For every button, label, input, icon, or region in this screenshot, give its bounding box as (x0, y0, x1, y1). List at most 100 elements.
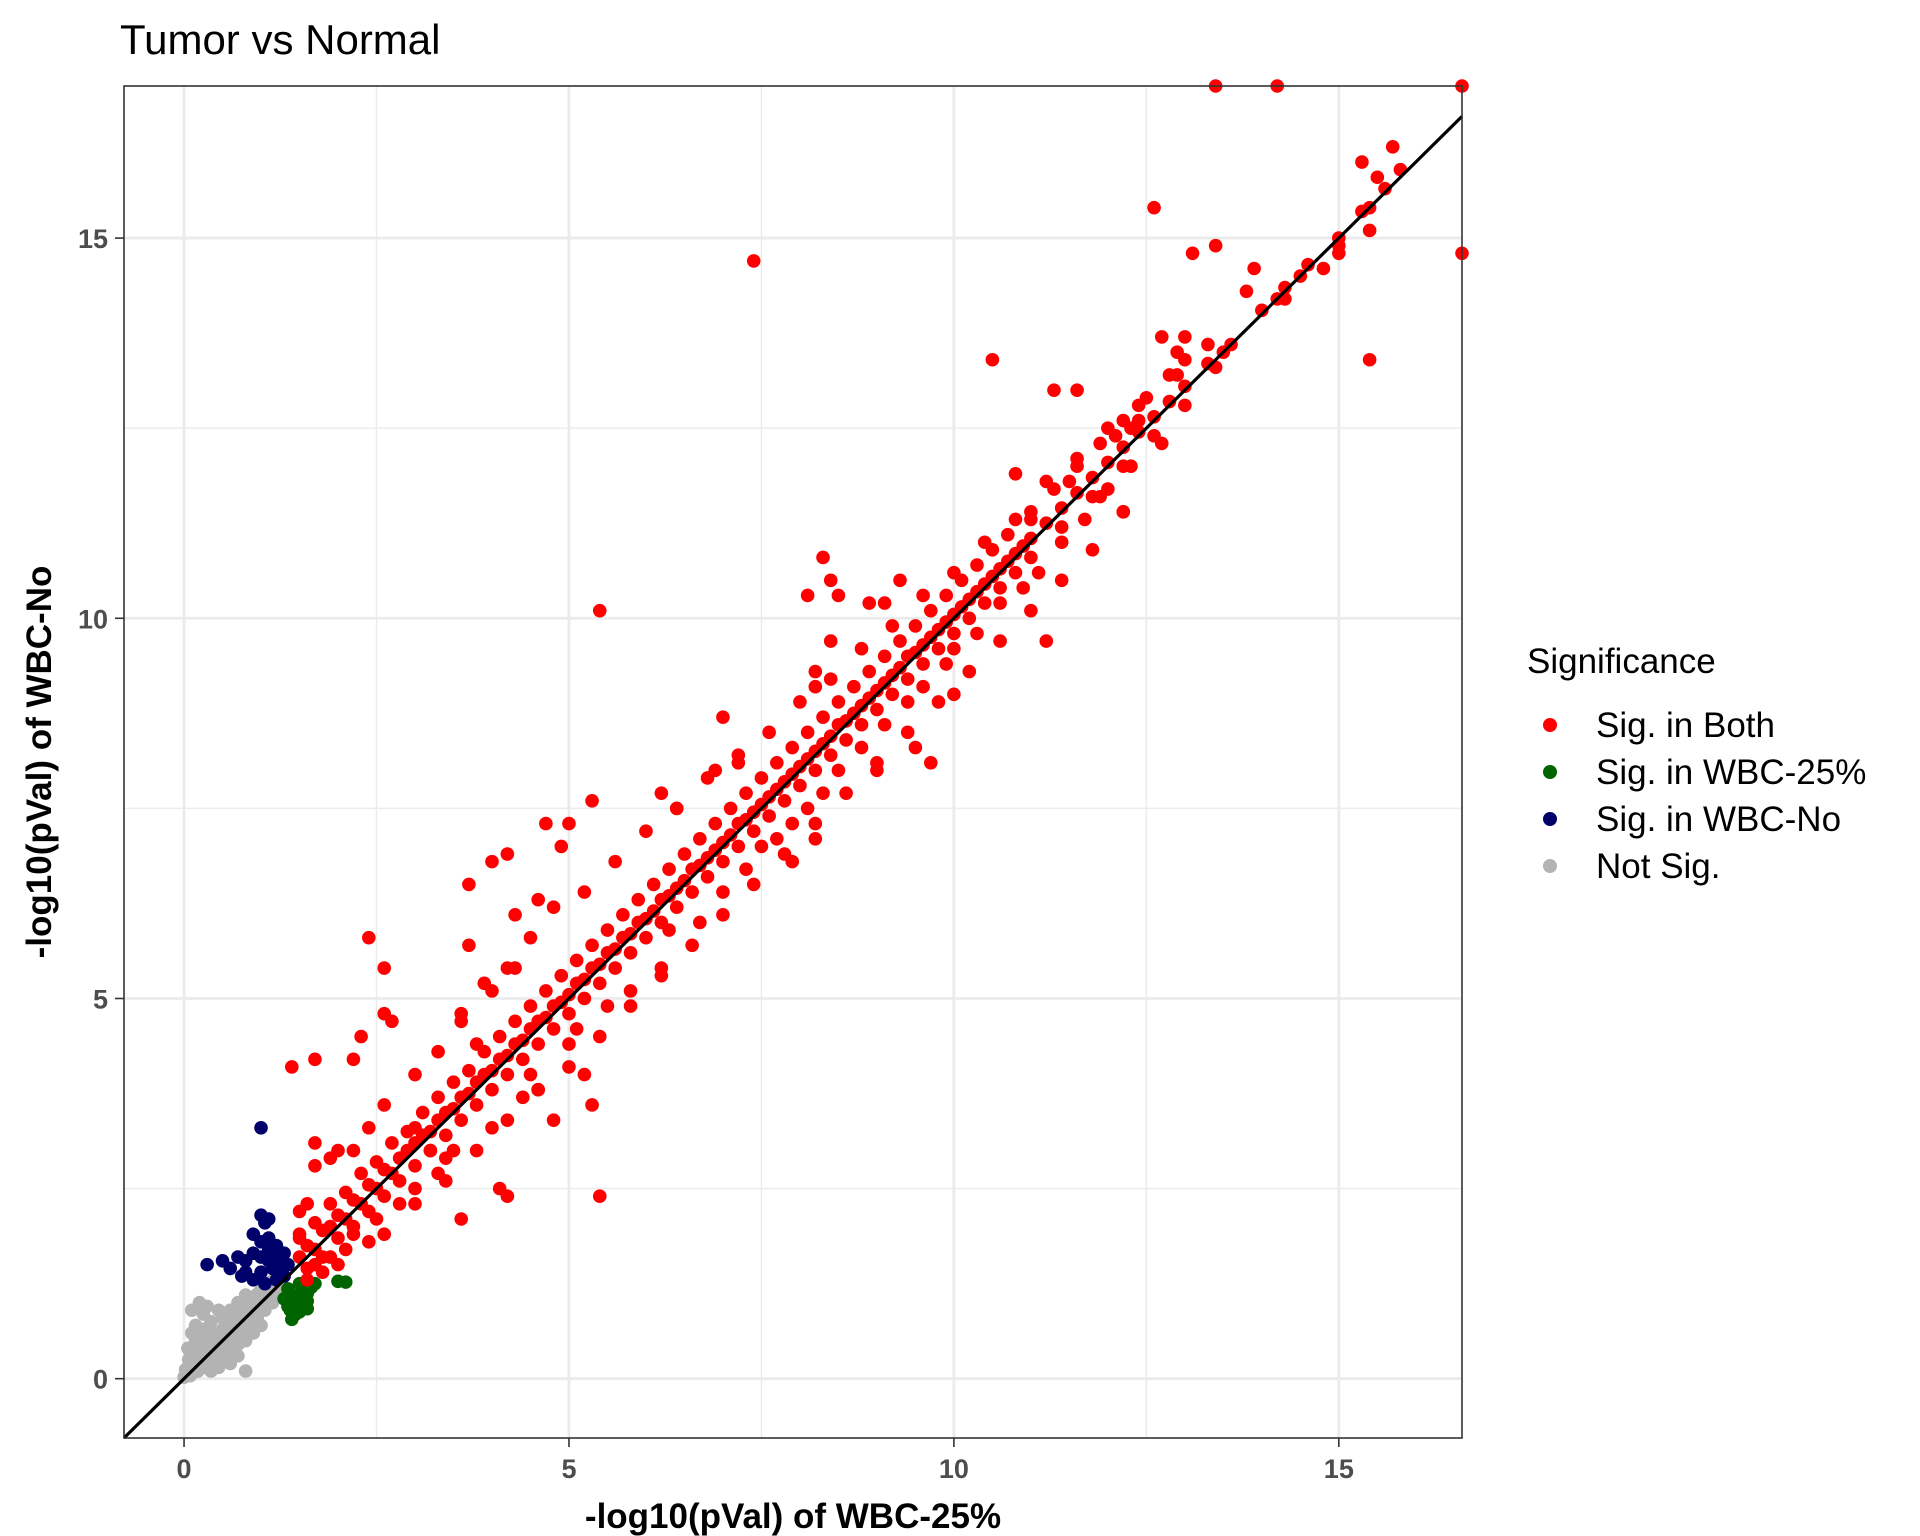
data-point (1147, 200, 1161, 215)
data-point (546, 1113, 561, 1127)
data-point (438, 1128, 453, 1143)
data-point (908, 619, 923, 633)
series-2 (200, 1120, 295, 1291)
data-point (592, 603, 607, 618)
data-point (947, 565, 961, 580)
data-point (977, 535, 992, 550)
data-point (1362, 352, 1377, 367)
data-point (485, 854, 499, 869)
data-point (1031, 565, 1046, 580)
data-point (500, 1113, 515, 1127)
data-point (531, 1082, 545, 1097)
data-point (1316, 261, 1331, 276)
data-point (539, 984, 553, 998)
data-point (700, 870, 715, 884)
data-point (234, 1269, 249, 1283)
data-point (716, 710, 730, 724)
data-point (654, 961, 669, 975)
data-point (623, 984, 638, 998)
data-point (924, 755, 938, 770)
data-point (492, 1181, 507, 1196)
data-point (285, 1060, 299, 1074)
data-point (431, 1044, 445, 1059)
identity-reference-line (122, 115, 1464, 1440)
data-point (716, 885, 730, 899)
data-point (1201, 337, 1215, 352)
data-point (377, 1227, 392, 1242)
data-point (546, 900, 561, 915)
x-axis-title: -log10(pVal) of WBC-25% (585, 1497, 1001, 1536)
data-point (377, 961, 392, 975)
data-point (1247, 261, 1261, 276)
data-point (1239, 284, 1254, 299)
data-point (1385, 140, 1400, 154)
data-point (485, 1063, 499, 1078)
data-point (854, 740, 869, 755)
x-tick-label: 10 (939, 1454, 969, 1484)
data-point (300, 1273, 315, 1287)
data-point (546, 1022, 561, 1036)
data-point (1178, 379, 1192, 394)
data-point (515, 1033, 530, 1048)
chart-title: Tumor vs Normal (120, 16, 440, 63)
data-point (1039, 634, 1054, 648)
data-point (585, 1098, 599, 1112)
data-point (200, 1326, 214, 1340)
data-point (223, 1356, 238, 1371)
data-point (669, 900, 684, 915)
data-point (1000, 527, 1015, 542)
legend-key (1543, 765, 1557, 779)
data-point (200, 1299, 214, 1314)
data-point (331, 1231, 345, 1245)
data-point (1147, 409, 1161, 424)
data-point (916, 657, 930, 671)
data-point (1116, 440, 1131, 454)
data-point (1070, 383, 1084, 397)
data-point (962, 664, 977, 679)
data-point (577, 885, 592, 899)
data-point (800, 588, 815, 603)
data-point (785, 854, 800, 869)
data-point (823, 672, 838, 686)
data-point (181, 1352, 196, 1367)
data-point (346, 1143, 361, 1158)
data-point (1077, 512, 1092, 527)
data-point (908, 740, 923, 755)
data-point (862, 596, 877, 610)
data-point (885, 619, 900, 633)
data-point (446, 1101, 461, 1116)
data-point (993, 596, 1007, 610)
data-point (408, 1158, 422, 1173)
data-point (423, 1124, 438, 1139)
legend-label: Sig. in WBC-No (1596, 800, 1841, 839)
data-point (831, 695, 846, 709)
data-point (685, 938, 699, 953)
data-point (785, 816, 800, 831)
data-point (1047, 383, 1061, 397)
data-point (261, 1242, 276, 1257)
data-point (539, 816, 553, 831)
data-point (877, 596, 892, 610)
data-point (870, 763, 884, 778)
data-point (1085, 543, 1100, 557)
data-point (323, 1250, 338, 1264)
data-point (346, 1227, 361, 1242)
data-point (377, 1189, 392, 1203)
data-point (600, 999, 615, 1013)
data-point (523, 1067, 538, 1082)
data-point (211, 1303, 226, 1318)
data-point (292, 1227, 307, 1242)
data-point (362, 1120, 376, 1135)
data-point (1208, 238, 1223, 253)
data-point (323, 1151, 338, 1165)
data-point (462, 938, 476, 953)
legend-key (1543, 718, 1557, 732)
data-point (785, 740, 800, 755)
data-point (685, 885, 699, 899)
data-point (1024, 512, 1038, 527)
data-point (408, 1181, 422, 1196)
data-point (808, 816, 823, 831)
data-point (354, 1029, 368, 1044)
data-point (592, 1029, 607, 1044)
data-point (654, 786, 669, 800)
